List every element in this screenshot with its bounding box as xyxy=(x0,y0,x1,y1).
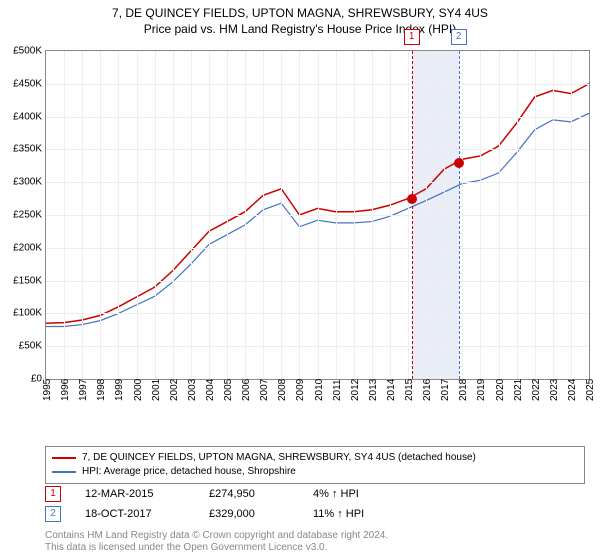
sale-row-marker: 1 xyxy=(45,486,61,502)
y-axis-label: £150K xyxy=(2,275,42,286)
chart-area: £0£50K£100K£150K£200K£250K£300K£350K£400… xyxy=(45,50,590,410)
y-axis-label: £400K xyxy=(2,111,42,122)
footer-line-1: Contains HM Land Registry data © Crown c… xyxy=(45,530,388,542)
y-axis-label: £200K xyxy=(2,242,42,253)
legend-box: 7, DE QUINCEY FIELDS, UPTON MAGNA, SHREW… xyxy=(45,446,585,484)
legend-row: 7, DE QUINCEY FIELDS, UPTON MAGNA, SHREW… xyxy=(52,451,578,465)
y-axis-label: £250K xyxy=(2,210,42,221)
plot-region: £0£50K£100K£150K£200K£250K£300K£350K£400… xyxy=(45,50,590,380)
y-axis-label: £0 xyxy=(2,374,42,385)
footer-line-2: This data is licensed under the Open Gov… xyxy=(45,542,388,554)
chart-subtitle: Price paid vs. HM Land Registry's House … xyxy=(0,20,600,36)
sale-marker-box: 2 xyxy=(451,29,467,45)
y-axis-label: £100K xyxy=(2,308,42,319)
y-axis-label: £500K xyxy=(2,46,42,57)
y-axis-label: £300K xyxy=(2,177,42,188)
sale-date: 18-OCT-2017 xyxy=(85,504,185,524)
footer-text: Contains HM Land Registry data © Crown c… xyxy=(45,530,388,554)
sale-dot xyxy=(407,194,417,204)
sale-marker-line xyxy=(412,51,413,379)
sale-dot xyxy=(454,158,464,168)
sale-marker-line xyxy=(459,51,460,379)
sale-row: 1 12-MAR-2015 £274,950 4% ↑ HPI xyxy=(45,484,585,504)
legend-swatch xyxy=(52,471,76,473)
legend-swatch xyxy=(52,457,76,459)
chart-title: 7, DE QUINCEY FIELDS, UPTON MAGNA, SHREW… xyxy=(0,0,600,20)
legend-row: HPI: Average price, detached house, Shro… xyxy=(52,465,578,479)
sale-date: 12-MAR-2015 xyxy=(85,484,185,504)
legend-label: 7, DE QUINCEY FIELDS, UPTON MAGNA, SHREW… xyxy=(82,451,476,465)
sale-delta: 11% ↑ HPI xyxy=(313,504,364,524)
y-axis-label: £50K xyxy=(2,341,42,352)
sale-price: £274,950 xyxy=(209,484,289,504)
sale-price: £329,000 xyxy=(209,504,289,524)
sales-block: 1 12-MAR-2015 £274,950 4% ↑ HPI 2 18-OCT-2017… xyxy=(45,484,585,524)
y-axis-label: £350K xyxy=(2,144,42,155)
sale-delta: 4% ↑ HPI xyxy=(313,484,359,504)
legend-label: HPI: Average price, detached house, Shro… xyxy=(82,465,296,479)
sale-row: 2 18-OCT-2017 £329,000 11% ↑ HPI xyxy=(45,504,585,524)
y-axis-label: £450K xyxy=(2,78,42,89)
sale-row-marker: 2 xyxy=(45,506,61,522)
sale-marker-box: 1 xyxy=(404,29,420,45)
